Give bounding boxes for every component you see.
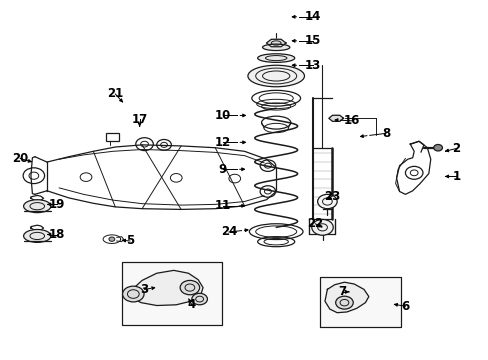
Bar — [320, 277, 400, 327]
Polygon shape — [266, 39, 285, 47]
Text: 3: 3 — [140, 283, 148, 296]
Text: 20: 20 — [12, 152, 28, 165]
Ellipse shape — [257, 54, 294, 62]
Circle shape — [191, 293, 207, 305]
Text: 22: 22 — [306, 217, 323, 230]
Text: 23: 23 — [324, 190, 340, 203]
Text: 21: 21 — [107, 87, 123, 100]
Text: 16: 16 — [343, 114, 359, 127]
Circle shape — [311, 220, 332, 235]
Polygon shape — [328, 115, 343, 121]
Text: 17: 17 — [131, 113, 147, 126]
Polygon shape — [130, 270, 203, 306]
Text: 19: 19 — [48, 198, 65, 211]
Bar — [122, 262, 221, 325]
Bar — [105, 134, 119, 141]
Bar — [122, 262, 221, 325]
Text: 13: 13 — [304, 59, 320, 72]
Text: 4: 4 — [187, 298, 196, 311]
Circle shape — [335, 296, 352, 309]
Text: 10: 10 — [214, 109, 230, 122]
Text: 9: 9 — [218, 163, 226, 176]
Ellipse shape — [23, 200, 51, 213]
Text: 11: 11 — [214, 199, 230, 212]
Text: 2: 2 — [451, 142, 460, 155]
Text: 15: 15 — [304, 34, 320, 48]
Text: 8: 8 — [381, 127, 389, 140]
Circle shape — [180, 280, 199, 295]
Ellipse shape — [262, 44, 289, 50]
Text: 24: 24 — [220, 225, 237, 238]
Circle shape — [109, 237, 115, 241]
Bar — [320, 277, 400, 327]
Text: 12: 12 — [214, 136, 230, 149]
Circle shape — [433, 144, 442, 151]
Ellipse shape — [23, 229, 51, 242]
Text: 18: 18 — [48, 228, 65, 241]
Text: 1: 1 — [451, 170, 460, 183]
Text: 6: 6 — [401, 300, 408, 313]
Circle shape — [317, 194, 336, 209]
Polygon shape — [325, 282, 368, 313]
Polygon shape — [103, 235, 121, 243]
Text: 7: 7 — [337, 285, 346, 298]
Text: 5: 5 — [125, 234, 134, 247]
Ellipse shape — [247, 65, 304, 87]
Text: 14: 14 — [304, 10, 320, 23]
Circle shape — [122, 286, 144, 302]
